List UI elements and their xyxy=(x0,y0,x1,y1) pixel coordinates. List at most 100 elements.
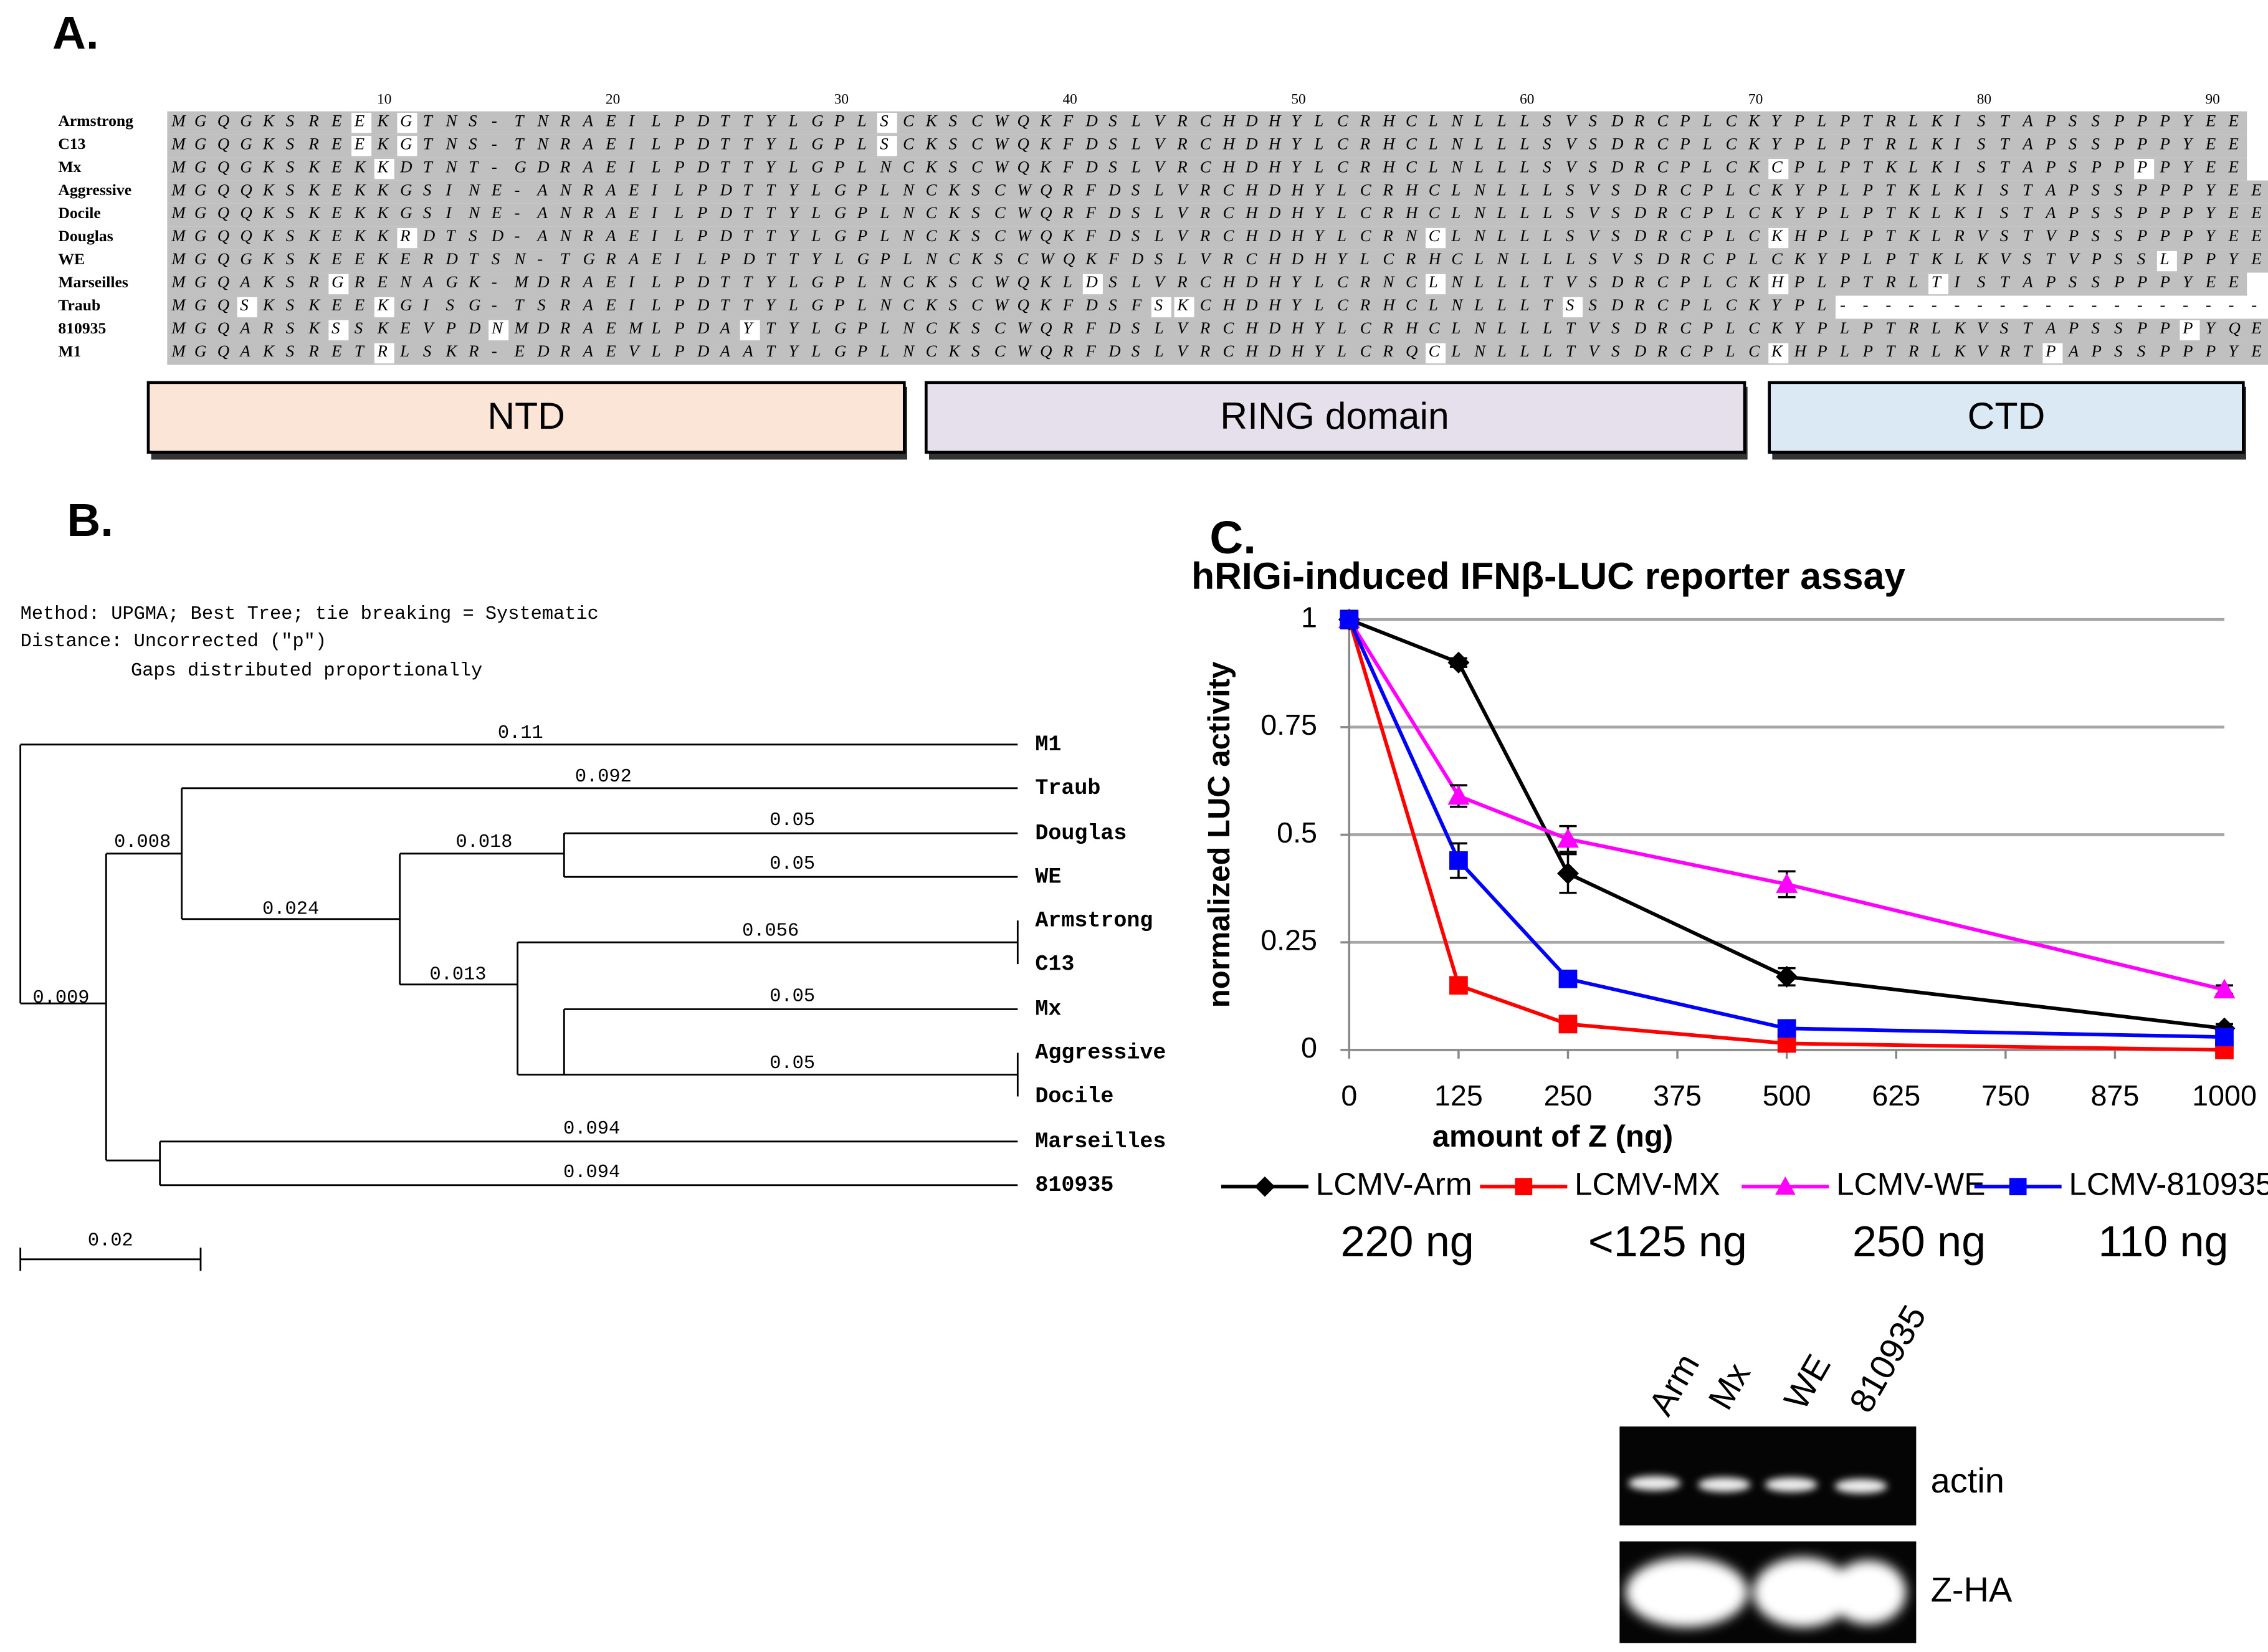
tree-distance: Distance: Uncorrected ("p") xyxy=(21,631,326,652)
marker xyxy=(1557,828,1579,848)
marker xyxy=(1777,1019,1796,1038)
tree-branches xyxy=(19,743,1019,1271)
marker xyxy=(2215,1028,2234,1046)
variant-cell xyxy=(397,135,417,156)
leaf-label: C13 xyxy=(1035,952,1074,976)
branch-length: 0.092 xyxy=(575,766,632,788)
leaf-label: WE xyxy=(1035,864,1061,889)
variant-cell xyxy=(740,320,760,341)
branch-length: 0.008 xyxy=(114,832,171,853)
marker xyxy=(1558,969,1578,988)
annotation: 220 ng xyxy=(1341,1217,1474,1266)
marker xyxy=(2213,978,2236,999)
branch-length: 0.013 xyxy=(430,965,487,986)
leaf-label: Marseilles xyxy=(1035,1129,1166,1154)
variant-cell xyxy=(374,158,394,179)
variant-cell xyxy=(1563,297,1583,318)
leaf-label: M1 xyxy=(1035,732,1061,757)
domain-label: CTD xyxy=(1968,394,2046,437)
y-tick-label: 1 xyxy=(1301,601,1317,633)
x-axis-label: amount of Z (ng) xyxy=(1432,1120,1673,1153)
variant-cell xyxy=(1928,274,1949,295)
marker xyxy=(1447,651,1470,674)
leaf-label: Aggressive xyxy=(1035,1041,1166,1066)
sequence: MGQAKSRGRENAGK-MDRAEILPDTTYLGPLNCKSCWQKL… xyxy=(171,272,2239,291)
x-tick-label: 750 xyxy=(1981,1079,2030,1112)
variant-cell xyxy=(374,343,394,364)
x-tick-label: 0 xyxy=(1341,1079,1357,1112)
variant-cell xyxy=(1768,227,1789,249)
branch-length: 0.056 xyxy=(742,921,799,942)
marker xyxy=(1449,976,1468,995)
leaf-label: Docile xyxy=(1035,1084,1113,1109)
leaf-label: 810935 xyxy=(1035,1173,1113,1198)
blot-lane-label: WE xyxy=(1776,1348,1838,1416)
sequence: MGQGKSKEKKDTNT-GDRAEILPDTTYLGPLNCKSCWQKF… xyxy=(171,157,2239,176)
variant-cell xyxy=(488,320,509,341)
alignment-bg xyxy=(167,111,2247,135)
marker xyxy=(1447,785,1470,805)
sequence: MGQGKSREEKGTNS-TNRAEILPDTTYLGPLSCKSCWQKF… xyxy=(171,111,2239,130)
sequence-name: M1 xyxy=(58,342,81,360)
band xyxy=(1625,1557,1748,1628)
sequence-name: Aggressive xyxy=(58,181,131,199)
y-axis-label: normalized LUC activity xyxy=(1203,662,1236,1008)
domain-box xyxy=(146,381,906,454)
marker xyxy=(1449,851,1468,870)
variant-cell xyxy=(1426,343,1446,364)
sequence-name: Mx xyxy=(58,158,81,176)
variant-cell xyxy=(1768,158,1789,179)
branch-length: 0.05 xyxy=(770,854,815,875)
sequence-name: 810935 xyxy=(58,319,106,337)
leaf-label: Douglas xyxy=(1035,821,1127,846)
tree-gaps: Gaps distributed proportionally xyxy=(131,661,482,682)
position-tick: 30 xyxy=(834,92,849,108)
position-tick: 90 xyxy=(2206,92,2220,108)
branch-length: 0.094 xyxy=(563,1162,620,1183)
position-tick: 80 xyxy=(1977,92,1991,108)
western-blot: actin Z-HA Arm Mx WE 810935 xyxy=(1619,1299,2013,1643)
alignment-bg xyxy=(167,249,2268,273)
marker xyxy=(1776,965,1798,988)
band xyxy=(1765,1477,1818,1492)
variant-cell xyxy=(1768,343,1789,364)
panel-label: A. xyxy=(52,6,99,59)
alignment-bg xyxy=(167,295,1836,319)
legend-label: LCMV-810935 xyxy=(2069,1167,2268,1202)
tree-method: Method: UPGMA; Best Tree; tie breaking =… xyxy=(21,604,599,625)
alignment-bg xyxy=(167,272,2247,296)
alignment-bg xyxy=(167,318,2268,342)
leaf-label: Traub xyxy=(1035,776,1100,801)
blot-row-label: Z-HA xyxy=(1931,1570,2013,1609)
y-tick-label: 0.25 xyxy=(1260,924,1317,956)
x-tick-label: 1000 xyxy=(2192,1079,2257,1112)
legend-marker xyxy=(1775,1176,1796,1195)
annotation: 250 ng xyxy=(1852,1217,1986,1266)
variant-cell xyxy=(2180,320,2200,341)
band xyxy=(1834,1479,1887,1494)
variant-cell xyxy=(1151,297,1171,318)
alignment-bg xyxy=(167,341,2268,365)
branch-length: 0.024 xyxy=(262,899,319,920)
panel-label: B. xyxy=(67,494,113,546)
x-tick-label: 500 xyxy=(1763,1079,1811,1112)
position-tick: 70 xyxy=(1748,92,1763,108)
variant-cell xyxy=(328,320,349,341)
blot-panel xyxy=(1619,1426,1917,1525)
sequence-name: Traub xyxy=(58,296,100,314)
series-line xyxy=(1347,618,2225,991)
variant-cell xyxy=(351,135,372,156)
x-tick-label: 625 xyxy=(1872,1079,1920,1112)
sequence-name: WE xyxy=(58,250,85,268)
position-tick: 60 xyxy=(1520,92,1534,108)
position-tick: 40 xyxy=(1063,92,1077,108)
band xyxy=(1753,1557,1852,1628)
variant-cell xyxy=(2156,251,2177,272)
band xyxy=(1628,1476,1681,1491)
branch-length: 0.05 xyxy=(770,1053,815,1074)
branch-length: 0.018 xyxy=(456,832,513,853)
annotation: <125 ng xyxy=(1588,1217,1747,1266)
variant-cell xyxy=(1426,227,1446,249)
sequence-name: C13 xyxy=(58,135,85,153)
